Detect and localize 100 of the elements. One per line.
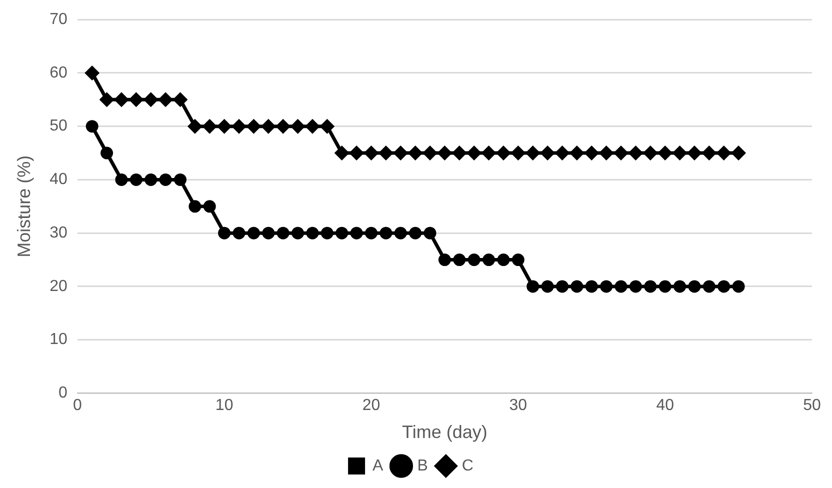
legend-label: B [417,457,428,474]
point [188,120,202,134]
legend-label: A [372,457,384,474]
point [702,280,716,293]
point [85,66,99,80]
x-tick-label: 40 [656,397,674,414]
point [526,146,540,160]
point [423,146,437,160]
point [732,146,746,160]
point [702,146,716,160]
point [570,280,584,293]
x-tick-label: 20 [362,397,380,414]
point [408,146,422,160]
y-tick-label: 60 [50,64,68,82]
point [144,92,158,106]
point [658,146,672,160]
point [130,173,142,186]
point [540,146,554,160]
point [320,226,334,240]
point [497,254,510,266]
point [335,146,349,160]
point [674,280,686,293]
point [584,146,598,160]
point [600,146,614,160]
point [320,120,334,134]
point [688,280,701,293]
point [364,146,378,160]
point [394,146,408,160]
point [394,226,407,240]
point [129,92,143,106]
point [718,280,730,293]
point [556,280,568,293]
x-tick-label: 50 [803,397,821,414]
point [336,226,348,240]
point [262,226,275,240]
point [203,200,216,213]
point [306,120,320,134]
point [482,254,496,266]
x-tick-label: 0 [72,397,82,414]
point [174,173,186,186]
y-tick-label: 50 [50,118,68,135]
point [158,92,172,106]
point [467,146,481,160]
y-axis-title: Moisture (%) [14,155,34,258]
y-tick-label: 30 [50,224,68,242]
point [541,280,554,293]
point [379,146,393,160]
point [644,280,657,293]
point [628,146,642,160]
point [673,146,687,160]
point [276,226,290,240]
point [202,120,216,134]
point [438,146,452,160]
point [188,200,202,213]
point [468,254,480,266]
point [644,146,658,160]
point [600,280,613,293]
point [292,226,304,240]
y-tick-label: 70 [50,11,68,28]
point [482,146,496,160]
point [658,280,672,293]
point [585,280,598,293]
y-tick-label: 20 [50,278,68,295]
point [115,173,128,186]
y-tick-label: 0 [58,384,68,402]
point [350,226,363,240]
point [732,280,745,293]
point [512,254,524,266]
point [511,146,525,160]
point [555,146,569,160]
point [570,146,584,160]
x-axis-title: Time (day) [402,422,488,442]
point [86,120,98,133]
point [350,146,364,160]
point [173,92,187,106]
x-tick-label: 10 [215,397,234,414]
point [218,120,232,134]
point [262,120,276,134]
point [100,92,114,106]
x-tick-label: 30 [509,397,528,414]
point [276,120,290,134]
point [364,226,378,240]
point [218,226,231,240]
point [438,254,451,266]
legend-label: C [462,457,474,474]
point [409,226,422,240]
point [159,173,172,186]
point [688,146,702,160]
point [614,280,628,293]
point [306,226,319,240]
point [291,120,305,134]
point [232,226,246,240]
point [496,146,510,160]
point [247,226,260,240]
point [614,146,628,160]
y-tick-label: 40 [50,171,68,188]
point [424,226,436,240]
point [246,120,260,134]
point [526,280,540,293]
point [144,173,158,186]
